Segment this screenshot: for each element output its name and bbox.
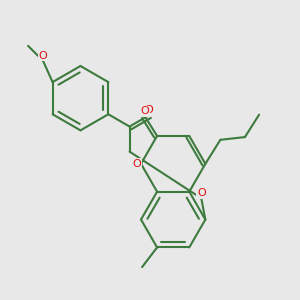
- Text: O: O: [132, 159, 141, 169]
- Text: O: O: [197, 188, 206, 198]
- Text: O: O: [145, 105, 154, 115]
- Text: O: O: [140, 106, 149, 116]
- Text: O: O: [39, 51, 47, 61]
